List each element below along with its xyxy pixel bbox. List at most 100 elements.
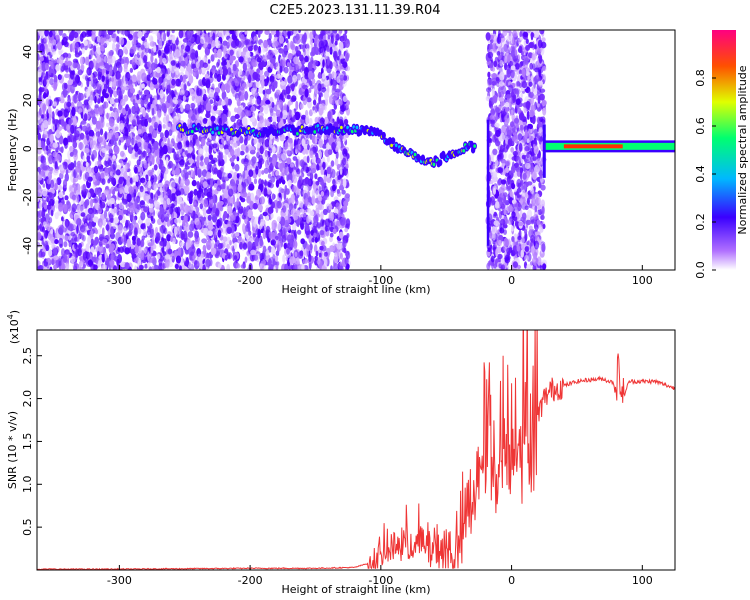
noise-speckle <box>279 111 283 119</box>
noise-speckle <box>144 142 149 150</box>
noise-speckle <box>239 150 245 156</box>
noise-speckle <box>243 181 246 189</box>
noise-speckle <box>292 176 298 184</box>
noise-speckle <box>126 207 131 217</box>
noise-speckle <box>193 200 197 206</box>
noise-speckle <box>343 200 349 207</box>
noise-speckle <box>179 265 182 270</box>
noise-speckle <box>234 107 238 113</box>
noise-speckle <box>299 208 305 214</box>
noise-speckle <box>311 78 316 85</box>
noise-speckle <box>37 202 40 209</box>
noise-speckle <box>264 138 270 148</box>
noise-speckle <box>99 222 103 229</box>
noise-speckle <box>69 256 76 264</box>
noise-speckle <box>238 178 242 187</box>
noise-speckle <box>56 41 63 50</box>
noise-speckle <box>286 62 291 67</box>
noise-speckle <box>71 203 77 213</box>
noise-speckle <box>159 194 164 203</box>
noise-speckle <box>242 170 246 179</box>
noise-speckle <box>81 47 85 54</box>
figure-title: C2E5.2023.131.11.39.R04 <box>269 3 440 18</box>
noise-speckle <box>121 198 128 205</box>
noise-speckle <box>332 95 338 101</box>
noise-speckle <box>39 81 42 88</box>
noise-speckle <box>37 132 42 142</box>
noise-speckle <box>330 160 335 167</box>
noise-speckle <box>184 267 190 270</box>
noise-speckle <box>53 74 58 85</box>
noise-speckle <box>147 157 151 164</box>
noise-speckle <box>162 116 169 124</box>
noise-speckle <box>298 30 301 33</box>
noise-speckle <box>295 158 299 168</box>
noise-speckle <box>313 91 318 102</box>
noise-speckle <box>235 121 240 129</box>
noise-speckle <box>191 244 195 250</box>
noise-speckle <box>116 117 120 124</box>
noise-speckle <box>105 205 110 212</box>
noise-speckle <box>267 151 271 158</box>
noise-speckle <box>148 207 154 213</box>
noise-speckle <box>88 129 95 137</box>
noise-speckle <box>244 256 248 263</box>
noise-speckle <box>94 104 99 109</box>
noise-speckle <box>233 142 238 148</box>
noise-speckle <box>344 30 348 35</box>
noise-speckle <box>106 112 109 120</box>
noise-speckle <box>265 88 272 95</box>
noise-speckle <box>103 101 107 110</box>
noise-speckle <box>202 181 208 188</box>
noise-speckle <box>270 175 276 183</box>
noise-speckle <box>209 178 215 187</box>
noise-speckle <box>204 73 209 80</box>
noise-speckle <box>139 114 144 120</box>
noise-speckle <box>202 244 207 252</box>
noise-speckle <box>191 95 195 102</box>
noise-speckle <box>64 195 69 201</box>
noise-speckle <box>90 198 93 208</box>
noise-speckle <box>226 243 230 250</box>
noise-speckle <box>109 97 115 105</box>
noise-speckle <box>257 204 263 212</box>
noise-speckle <box>329 236 333 243</box>
noise-speckle <box>81 189 84 195</box>
noise-speckle <box>158 162 165 170</box>
noise-speckle <box>78 141 84 150</box>
noise-speckle <box>294 111 301 121</box>
noise-speckle <box>330 265 333 270</box>
noise-speckle <box>268 182 275 189</box>
noise-speckle <box>201 217 205 226</box>
noise-speckle <box>195 167 198 176</box>
noise-speckle <box>135 135 140 141</box>
noise-speckle <box>43 36 48 43</box>
noise-speckle <box>83 113 88 122</box>
noise-speckle <box>63 241 68 248</box>
noise-speckle <box>166 31 170 37</box>
noise-speckle <box>321 87 327 93</box>
noise-speckle <box>142 228 147 236</box>
noise-speckle <box>215 109 221 115</box>
noise-speckle <box>292 185 297 193</box>
noise-speckle <box>97 228 102 235</box>
noise-speckle <box>286 94 291 100</box>
noise-speckle <box>319 230 325 236</box>
noise-speckle <box>117 30 120 34</box>
noise-speckle <box>262 89 266 95</box>
noise-speckle <box>49 266 53 270</box>
noise-speckle <box>284 263 289 270</box>
noise-speckle <box>91 116 97 125</box>
noise-speckle <box>291 109 295 117</box>
noise-speckle <box>167 162 172 170</box>
noise-speckle <box>274 255 279 262</box>
noise-speckle <box>296 73 301 81</box>
noise-speckle <box>68 241 72 248</box>
noise-speckle <box>123 209 127 215</box>
noise-speckle <box>48 217 53 224</box>
noise-speckle <box>315 204 320 210</box>
noise-speckle <box>262 245 267 253</box>
noise-speckle <box>173 151 177 161</box>
noise-speckle <box>151 265 155 270</box>
